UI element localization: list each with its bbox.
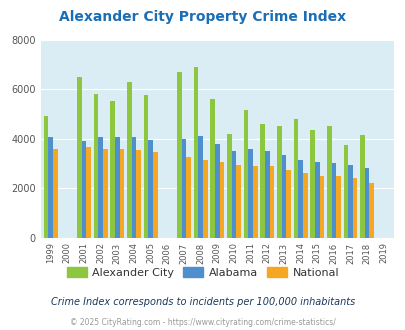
Bar <box>331 163 335 238</box>
Bar <box>269 166 273 238</box>
Text: Crime Index corresponds to incidents per 100,000 inhabitants: Crime Index corresponds to incidents per… <box>51 297 354 307</box>
Bar <box>335 176 340 238</box>
Bar <box>252 166 257 238</box>
Bar <box>131 137 136 238</box>
Bar <box>236 165 240 238</box>
Bar <box>102 148 107 238</box>
Bar <box>202 160 207 238</box>
Bar <box>198 136 202 238</box>
Bar <box>247 148 252 238</box>
Bar <box>326 126 331 238</box>
Bar <box>260 124 264 238</box>
Bar <box>119 148 124 238</box>
Text: © 2025 CityRating.com - https://www.cityrating.com/crime-statistics/: © 2025 CityRating.com - https://www.city… <box>70 318 335 327</box>
Bar <box>297 160 302 238</box>
Bar <box>53 148 58 238</box>
Bar <box>231 151 236 238</box>
Text: Alexander City Property Crime Index: Alexander City Property Crime Index <box>59 10 346 24</box>
Bar <box>81 141 86 238</box>
Legend: Alexander City, Alabama, National: Alexander City, Alabama, National <box>62 263 343 282</box>
Bar <box>43 116 48 238</box>
Bar <box>293 119 297 238</box>
Bar <box>281 155 286 238</box>
Bar <box>193 67 198 238</box>
Bar <box>127 82 131 238</box>
Bar <box>359 135 364 238</box>
Bar <box>319 176 323 238</box>
Bar <box>115 137 119 238</box>
Bar <box>309 130 314 238</box>
Bar <box>243 110 247 238</box>
Bar <box>264 151 269 238</box>
Bar <box>136 150 141 238</box>
Bar <box>343 145 347 238</box>
Bar <box>276 126 281 238</box>
Bar <box>210 99 214 238</box>
Bar <box>186 157 190 238</box>
Bar <box>369 183 373 238</box>
Bar <box>214 144 219 238</box>
Bar <box>153 152 157 238</box>
Bar <box>314 162 319 238</box>
Bar <box>98 137 102 238</box>
Bar <box>286 170 290 238</box>
Bar <box>364 168 369 238</box>
Bar <box>181 139 186 238</box>
Bar <box>148 140 153 238</box>
Bar <box>93 94 98 238</box>
Bar <box>110 102 115 238</box>
Bar <box>77 77 81 238</box>
Bar <box>352 178 357 238</box>
Bar <box>48 137 53 238</box>
Bar <box>86 147 91 238</box>
Bar <box>226 134 231 238</box>
Bar <box>302 173 307 238</box>
Bar <box>177 72 181 238</box>
Bar <box>143 95 148 238</box>
Bar <box>219 162 224 238</box>
Bar <box>347 165 352 238</box>
